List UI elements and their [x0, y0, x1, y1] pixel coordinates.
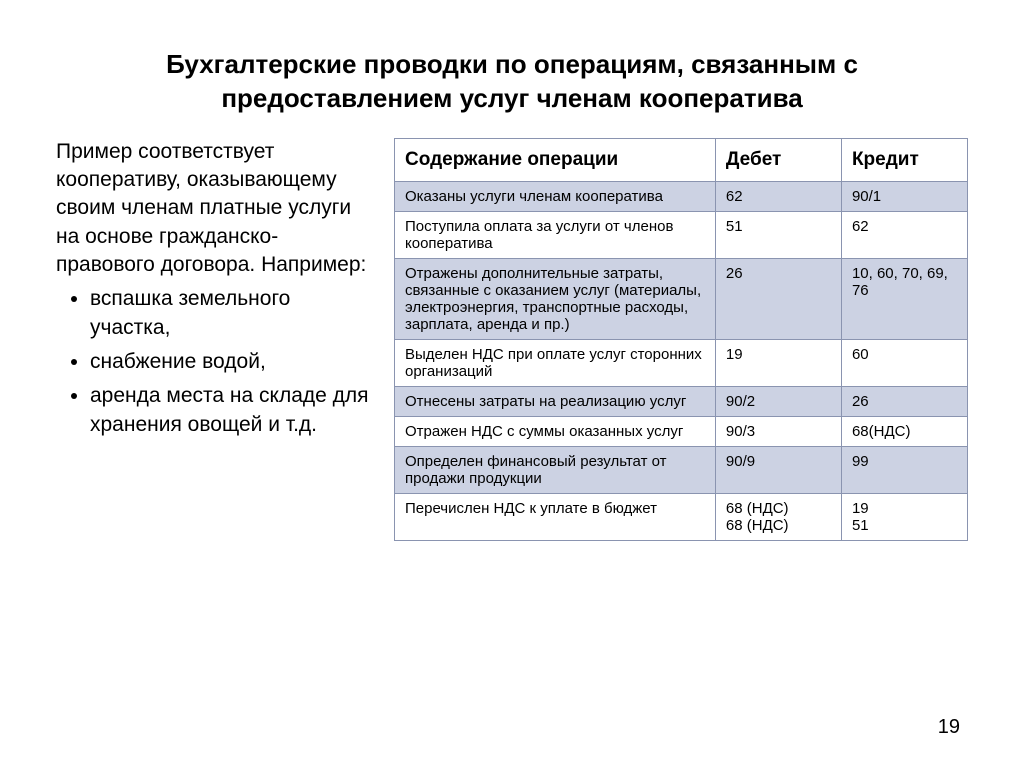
cell-debit: 68 (НДС) 68 (НДС) — [715, 493, 841, 540]
table-row: Отражен НДС с суммы оказанных услуг90/36… — [395, 416, 968, 446]
cell-operation: Отнесены затраты на реализацию услуг — [395, 386, 716, 416]
cell-operation: Отражены дополнительные затраты, связанн… — [395, 258, 716, 339]
cell-operation: Оказаны услуги членам кооператива — [395, 181, 716, 211]
table-row: Выделен НДС при оплате услуг сторонних о… — [395, 339, 968, 386]
cell-debit: 90/2 — [715, 386, 841, 416]
col-header-debit: Дебет — [715, 138, 841, 181]
cell-credit: 10, 60, 70, 69, 76 — [841, 258, 967, 339]
table-row: Оказаны услуги членам кооператива6290/1 — [395, 181, 968, 211]
cell-debit: 19 — [715, 339, 841, 386]
cell-operation: Определен финансовый результат от продаж… — [395, 446, 716, 493]
table-row: Перечислен НДС к уплате в бюджет68 (НДС)… — [395, 493, 968, 540]
table-header-row: Содержание операции Дебет Кредит — [395, 138, 968, 181]
cell-credit: 60 — [841, 339, 967, 386]
cell-debit: 90/9 — [715, 446, 841, 493]
cell-debit: 51 — [715, 211, 841, 258]
cell-credit: 26 — [841, 386, 967, 416]
table-row: Поступила оплата за услуги от членов коо… — [395, 211, 968, 258]
intro-text: Пример соответствует кооперативу, оказыв… — [56, 138, 376, 280]
intro-column: Пример соответствует кооперативу, оказыв… — [56, 138, 376, 541]
cell-debit: 62 — [715, 181, 841, 211]
cell-operation: Выделен НДС при оплате услуг сторонних о… — [395, 339, 716, 386]
cell-credit: 90/1 — [841, 181, 967, 211]
cell-operation: Перечислен НДС к уплате в бюджет — [395, 493, 716, 540]
table-body: Оказаны услуги членам кооператива6290/1П… — [395, 181, 968, 540]
cell-operation: Отражен НДС с суммы оказанных услуг — [395, 416, 716, 446]
bullet-list: вспашка земельного участка, снабжение во… — [56, 285, 376, 439]
slide: Бухгалтерские проводки по операциям, свя… — [0, 0, 1024, 767]
col-header-credit: Кредит — [841, 138, 967, 181]
page-number: 19 — [938, 716, 960, 739]
cell-debit: 90/3 — [715, 416, 841, 446]
table-row: Отнесены затраты на реализацию услуг90/2… — [395, 386, 968, 416]
list-item: снабжение водой, — [90, 348, 376, 376]
cell-operation: Поступила оплата за услуги от членов коо… — [395, 211, 716, 258]
cell-debit: 26 — [715, 258, 841, 339]
cell-credit: 68(НДС) — [841, 416, 967, 446]
accounting-table: Содержание операции Дебет Кредит Оказаны… — [394, 138, 968, 541]
cell-credit: 62 — [841, 211, 967, 258]
table-row: Определен финансовый результат от продаж… — [395, 446, 968, 493]
list-item: вспашка земельного участка, — [90, 285, 376, 342]
cell-credit: 19 51 — [841, 493, 967, 540]
table-row: Отражены дополнительные затраты, связанн… — [395, 258, 968, 339]
col-header-operation: Содержание операции — [395, 138, 716, 181]
list-item: аренда места на складе для хранения овощ… — [90, 382, 376, 439]
table-column: Содержание операции Дебет Кредит Оказаны… — [394, 138, 968, 541]
slide-title: Бухгалтерские проводки по операциям, свя… — [56, 48, 968, 116]
cell-credit: 99 — [841, 446, 967, 493]
content-row: Пример соответствует кооперативу, оказыв… — [56, 138, 968, 541]
